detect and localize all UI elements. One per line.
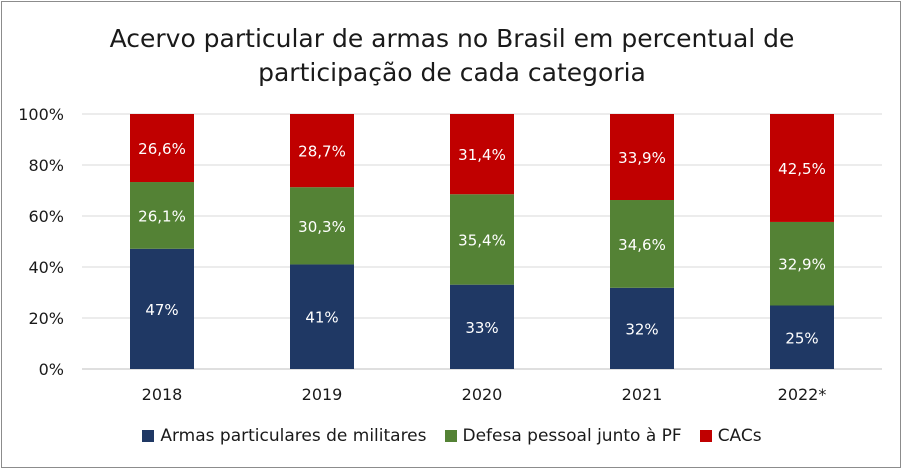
bar-segment [290, 264, 354, 369]
legend-item-cacs: CACs [699, 426, 762, 446]
x-tick-label: 2021 [622, 385, 663, 404]
bar-segment [130, 114, 194, 183]
y-tick-label: 60% [28, 207, 64, 226]
legend-label-defesa: Defesa pessoal junto à PF [462, 426, 682, 446]
data-label: 42,5% [778, 160, 826, 178]
chart-title-line-2: participação de cada categoria [258, 58, 646, 87]
data-label: 31,4% [458, 146, 506, 164]
data-label: 33,9% [618, 149, 666, 167]
bar-segment [770, 221, 834, 306]
bar-segment [290, 114, 354, 188]
legend-item-militares: Armas particulares de militares [142, 426, 427, 446]
bar-segment [610, 200, 674, 288]
y-tick-label: 80% [28, 156, 64, 175]
legend-item-defesa: Defesa pessoal junto à PF [444, 426, 682, 446]
bar-segment [610, 114, 674, 201]
bar-segment [130, 248, 194, 369]
bar-segment [130, 182, 194, 249]
legend-swatch-cacs [699, 430, 712, 442]
bar-segment [770, 305, 834, 369]
chart-title-line-1: Acervo particular de armas no Brasil em … [109, 24, 795, 53]
data-label: 26,6% [138, 140, 186, 158]
bar-segment [290, 187, 354, 265]
y-tick-label: 100% [18, 105, 64, 124]
legend-label-militares: Armas particulares de militares [160, 426, 427, 446]
data-label: 32% [625, 320, 658, 338]
bar-segment [450, 194, 514, 285]
x-tick-label: 2018 [142, 385, 183, 404]
legend-swatch-defesa [444, 430, 457, 442]
bar-segment [450, 114, 514, 195]
y-tick-label: 20% [28, 309, 64, 328]
x-tick-label: 2022* [778, 385, 827, 404]
legend-swatch-militares [142, 430, 155, 442]
legend-label-cacs: CACs [717, 426, 762, 446]
data-label: 28,7% [298, 143, 346, 161]
data-label: 30,3% [298, 218, 346, 236]
chart-legend: Armas particulares de militares Defesa p… [0, 426, 904, 446]
data-label: 25% [785, 329, 818, 347]
data-label: 35,4% [458, 231, 506, 249]
data-label: 33% [465, 319, 498, 337]
bar-segment [610, 287, 674, 369]
y-tick-label: 40% [28, 258, 64, 277]
data-label: 47% [145, 301, 178, 319]
data-label: 26,1% [138, 207, 186, 225]
x-tick-label: 2020 [462, 385, 503, 404]
bar-segment [450, 284, 514, 369]
data-label: 32,9% [778, 256, 826, 274]
data-label: 41% [305, 309, 338, 327]
x-tick-label: 2019 [302, 385, 343, 404]
y-tick-label: 0% [39, 360, 64, 379]
data-label: 34,6% [618, 236, 666, 254]
bar-segment [770, 114, 834, 222]
